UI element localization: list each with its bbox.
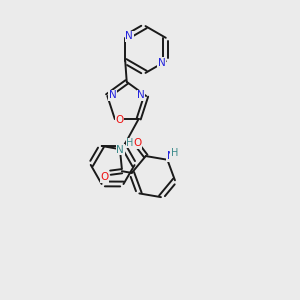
Text: O: O (116, 115, 124, 125)
Text: N: N (109, 90, 116, 100)
Text: N: N (167, 151, 174, 161)
Text: O: O (100, 172, 109, 182)
Text: H: H (171, 148, 178, 158)
Text: N: N (116, 145, 124, 154)
Text: N: N (137, 90, 145, 100)
Text: N: N (125, 31, 133, 41)
Text: N: N (158, 58, 166, 68)
Text: H: H (126, 138, 134, 148)
Text: O: O (133, 138, 141, 148)
